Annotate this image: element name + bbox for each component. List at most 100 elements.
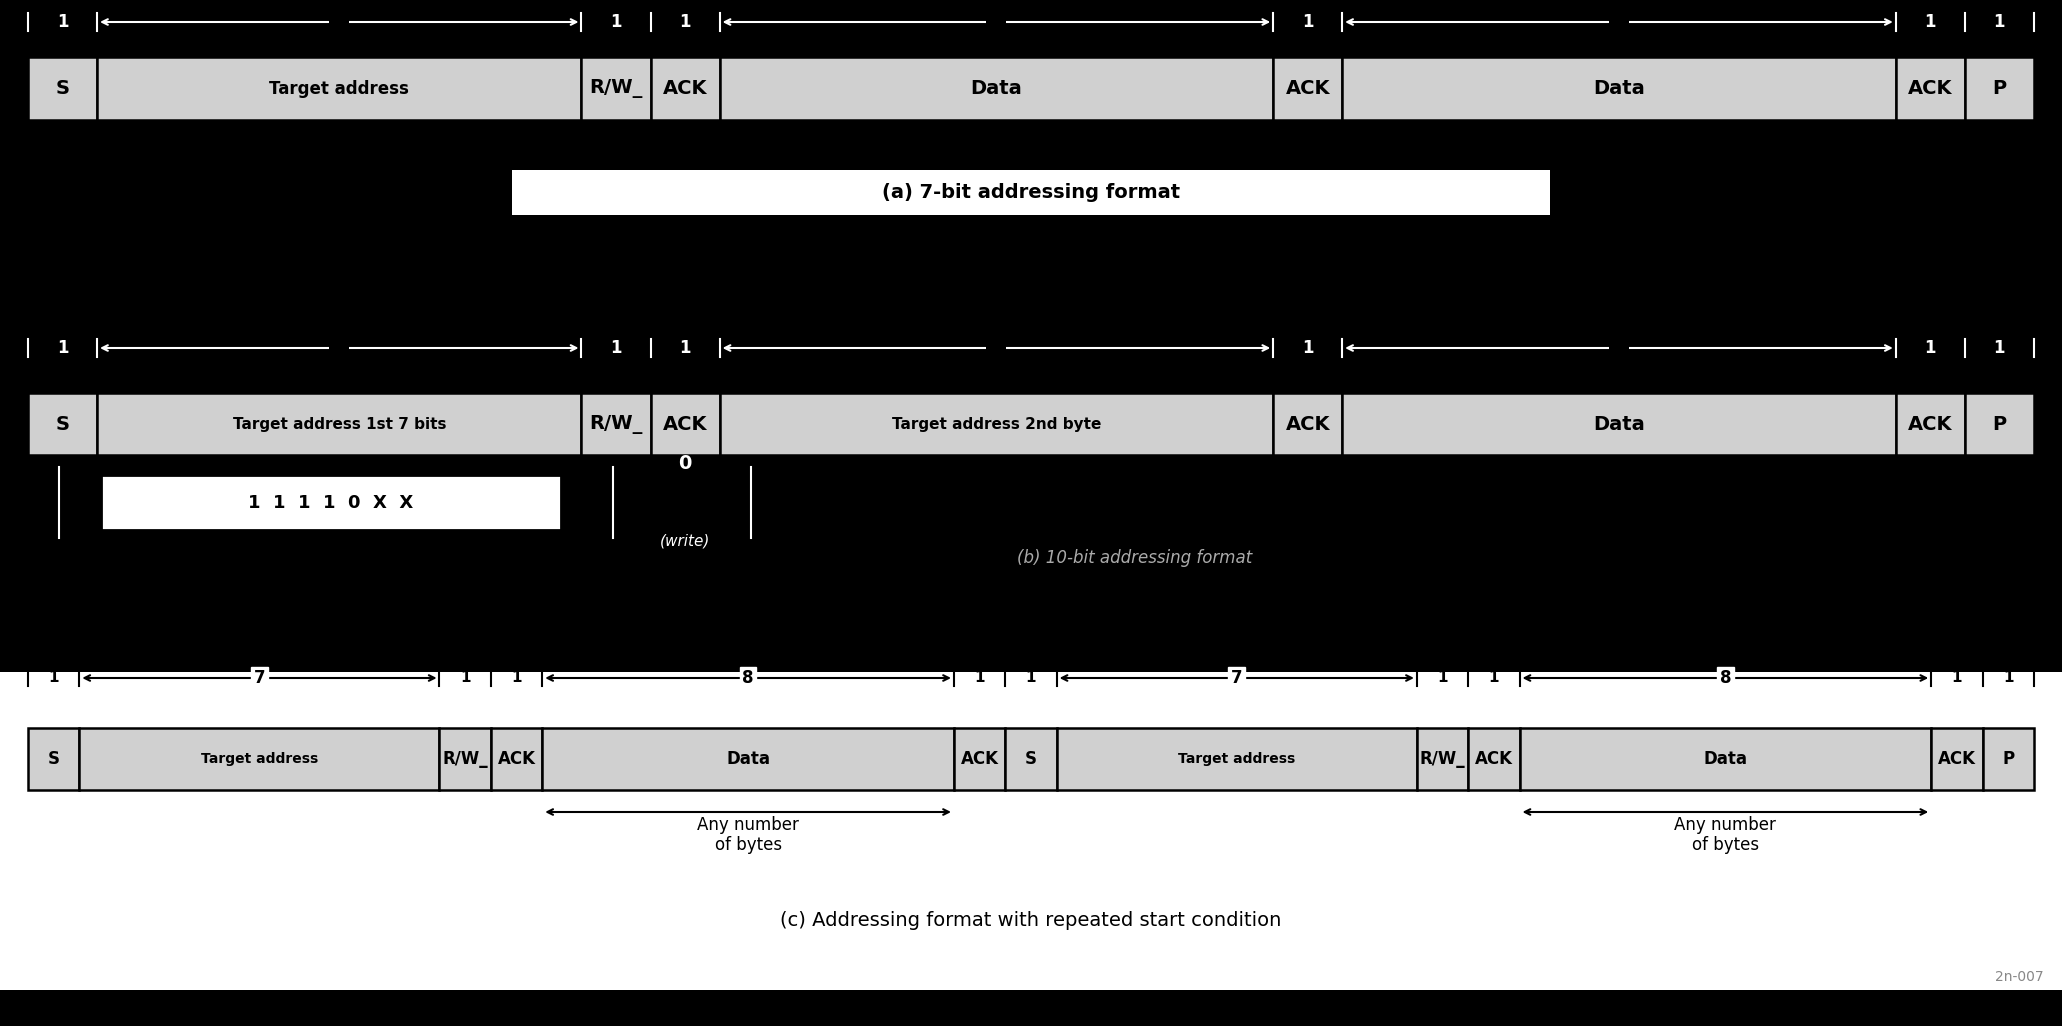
Bar bbox=[1342, 393, 1895, 455]
Bar bbox=[1965, 57, 2033, 120]
Text: 7: 7 bbox=[334, 339, 346, 357]
Text: 1: 1 bbox=[58, 13, 68, 31]
Bar bbox=[1272, 393, 1342, 455]
Bar bbox=[581, 393, 650, 455]
Bar bbox=[1965, 393, 2033, 455]
Bar bbox=[650, 57, 720, 120]
Bar bbox=[1982, 728, 2033, 790]
Text: 1: 1 bbox=[1924, 13, 1936, 31]
Bar bbox=[29, 57, 97, 120]
Text: 1: 1 bbox=[49, 671, 60, 685]
Bar bbox=[1006, 728, 1056, 790]
Text: 1: 1 bbox=[610, 339, 623, 357]
Bar bbox=[720, 57, 1272, 120]
Text: ACK: ACK bbox=[1285, 79, 1330, 98]
Text: 8: 8 bbox=[1612, 339, 1625, 357]
Bar bbox=[29, 728, 80, 790]
Text: ACK: ACK bbox=[961, 750, 998, 768]
Text: Target address 2nd byte: Target address 2nd byte bbox=[891, 417, 1101, 432]
Bar bbox=[1932, 728, 1982, 790]
Bar bbox=[1056, 728, 1417, 790]
Bar bbox=[1520, 728, 1932, 790]
Text: ACK: ACK bbox=[1907, 415, 1953, 434]
Text: 8: 8 bbox=[990, 13, 1002, 31]
Bar bbox=[491, 728, 542, 790]
Bar bbox=[0, 990, 2062, 1026]
Text: ACK: ACK bbox=[662, 415, 707, 434]
Text: S: S bbox=[1025, 750, 1037, 768]
Text: (a) 7-bit addressing format: (a) 7-bit addressing format bbox=[883, 183, 1179, 202]
Text: P: P bbox=[2002, 750, 2015, 768]
Text: ACK: ACK bbox=[1907, 79, 1953, 98]
Bar bbox=[0, 336, 2062, 672]
Text: ACK: ACK bbox=[497, 750, 536, 768]
Text: 8: 8 bbox=[990, 339, 1002, 357]
Text: Data: Data bbox=[1703, 750, 1747, 768]
Text: R/W_: R/W_ bbox=[590, 79, 643, 98]
Text: P: P bbox=[1992, 79, 2006, 98]
Text: 7: 7 bbox=[254, 669, 266, 687]
Bar bbox=[511, 170, 1551, 215]
Text: 1: 1 bbox=[1301, 13, 1313, 31]
Text: Data: Data bbox=[726, 750, 769, 768]
Text: (c) Addressing format with repeated start condition: (c) Addressing format with repeated star… bbox=[779, 910, 1283, 930]
Text: 1: 1 bbox=[1951, 671, 1963, 685]
Text: R/W_: R/W_ bbox=[1419, 750, 1466, 768]
Text: 2n-007: 2n-007 bbox=[1996, 970, 2043, 984]
Text: Target address 1st 7 bits: Target address 1st 7 bits bbox=[233, 417, 445, 432]
Text: P: P bbox=[1992, 415, 2006, 434]
Text: 7: 7 bbox=[1231, 669, 1243, 687]
Text: 1: 1 bbox=[1924, 339, 1936, 357]
Bar bbox=[650, 393, 720, 455]
Text: of bytes: of bytes bbox=[1691, 836, 1759, 854]
Text: 8: 8 bbox=[1612, 13, 1625, 31]
Bar bbox=[720, 393, 1272, 455]
Text: 1: 1 bbox=[1489, 671, 1499, 685]
Text: Target address: Target address bbox=[270, 79, 408, 97]
Bar bbox=[1417, 728, 1468, 790]
Bar bbox=[955, 728, 1006, 790]
Text: S: S bbox=[56, 415, 70, 434]
Text: (write): (write) bbox=[660, 534, 709, 549]
Text: R/W_: R/W_ bbox=[590, 415, 643, 434]
Bar bbox=[29, 393, 97, 455]
Text: 1: 1 bbox=[1025, 671, 1037, 685]
Bar bbox=[1895, 393, 1965, 455]
Text: 8: 8 bbox=[742, 669, 755, 687]
Text: (b) 10-bit addressing format: (b) 10-bit addressing format bbox=[1017, 549, 1252, 567]
Text: of bytes: of bytes bbox=[716, 836, 781, 854]
Text: 7: 7 bbox=[334, 13, 346, 31]
Text: 1: 1 bbox=[1994, 13, 2004, 31]
Bar bbox=[581, 57, 650, 120]
Text: Target address: Target address bbox=[200, 752, 318, 766]
Text: 1: 1 bbox=[460, 671, 470, 685]
Text: 0: 0 bbox=[678, 453, 693, 473]
Text: Data: Data bbox=[1594, 415, 1645, 434]
Bar bbox=[439, 728, 491, 790]
Bar bbox=[101, 475, 561, 530]
Text: 1: 1 bbox=[58, 339, 68, 357]
Text: 1: 1 bbox=[1994, 339, 2004, 357]
Text: 1: 1 bbox=[1301, 339, 1313, 357]
Text: 1: 1 bbox=[678, 339, 691, 357]
Bar bbox=[542, 728, 955, 790]
Text: S: S bbox=[47, 750, 60, 768]
Text: 1: 1 bbox=[511, 671, 522, 685]
Bar bbox=[1342, 57, 1895, 120]
Text: ACK: ACK bbox=[1285, 415, 1330, 434]
Text: Any number: Any number bbox=[697, 816, 800, 834]
Bar bbox=[0, 0, 2062, 336]
Text: 1: 1 bbox=[610, 13, 623, 31]
Text: 8: 8 bbox=[1720, 669, 1732, 687]
Text: ACK: ACK bbox=[1938, 750, 1975, 768]
Text: 1: 1 bbox=[2002, 671, 2013, 685]
Text: ACK: ACK bbox=[662, 79, 707, 98]
Text: 1  1  1  1  0  X  X: 1 1 1 1 0 X X bbox=[247, 494, 414, 512]
Text: 1: 1 bbox=[1437, 671, 1448, 685]
Bar bbox=[1468, 728, 1520, 790]
Bar bbox=[80, 728, 439, 790]
Bar bbox=[97, 393, 581, 455]
Text: Data: Data bbox=[1594, 79, 1645, 98]
Text: ACK: ACK bbox=[1474, 750, 1514, 768]
Text: Any number: Any number bbox=[1674, 816, 1775, 834]
